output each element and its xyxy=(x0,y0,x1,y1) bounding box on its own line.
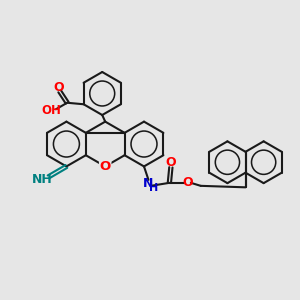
Text: O: O xyxy=(166,156,176,169)
Text: O: O xyxy=(183,176,193,189)
Text: NH: NH xyxy=(32,173,52,186)
Text: H: H xyxy=(149,183,158,193)
Text: O: O xyxy=(53,81,64,94)
Text: O: O xyxy=(100,160,111,173)
Text: OH: OH xyxy=(41,104,61,117)
Text: N: N xyxy=(143,177,154,190)
